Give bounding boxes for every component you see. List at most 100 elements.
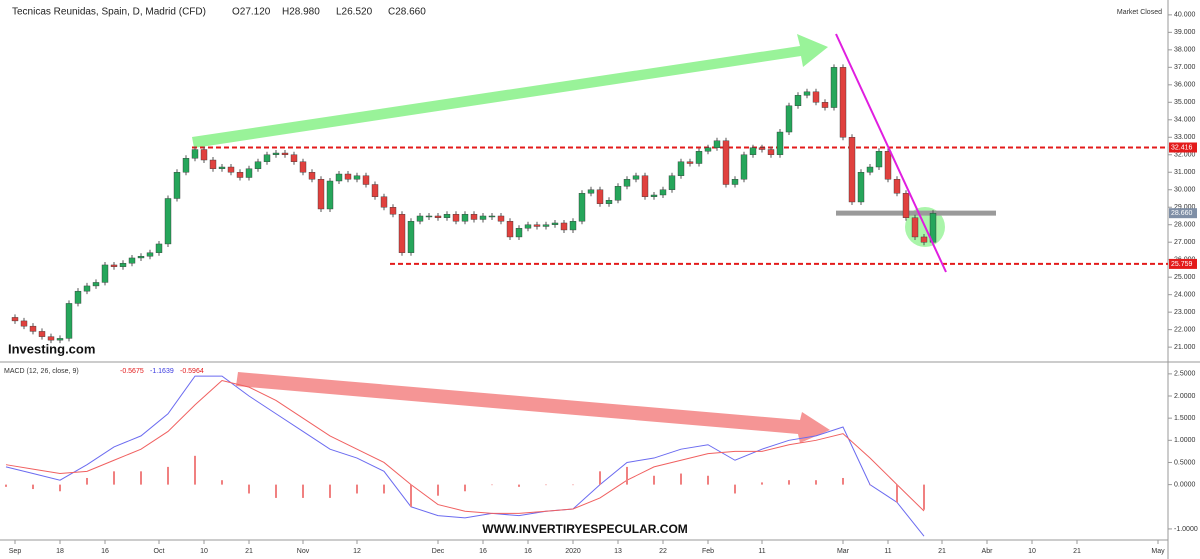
macd-readout: -0.5675 (120, 368, 144, 375)
y-tick-label: 31.000 (1174, 169, 1196, 176)
candle (443, 214, 451, 218)
y-tick-label: 32.000 (1174, 152, 1196, 159)
x-tick-label: 18 (56, 548, 64, 555)
candle (488, 215, 496, 218)
x-tick-label: 16 (479, 548, 487, 555)
level-tag (1169, 258, 1197, 269)
low: L26.520 (336, 7, 373, 18)
x-tick-label: Dec (432, 548, 445, 555)
candle (11, 317, 19, 322)
y-tick-label: 40.000 (1174, 12, 1196, 19)
candle (830, 67, 838, 108)
x-tick-label: 16 (524, 548, 532, 555)
candle (785, 105, 793, 133)
candle (371, 184, 379, 197)
candle (74, 290, 82, 304)
histogram-bar (923, 484, 925, 510)
y-tick-label: 38.000 (1174, 47, 1196, 54)
x-tick-label: 21 (1073, 548, 1081, 555)
candle (686, 161, 694, 164)
candle (560, 222, 568, 231)
y-tick-label: 21.000 (1174, 344, 1196, 351)
candle (884, 151, 892, 180)
y-tick-label: 37.000 (1174, 64, 1196, 71)
histogram-bar (437, 484, 439, 496)
histogram-bar (167, 466, 169, 485)
histogram-bar (32, 484, 34, 490)
candle (425, 215, 433, 218)
x-tick-label: 21 (938, 548, 946, 555)
y-tick-label: 22.000 (1174, 326, 1196, 333)
candle (812, 91, 820, 103)
candle (587, 189, 595, 194)
x-tick-label: 12 (353, 548, 361, 555)
histogram-bar (734, 484, 736, 494)
candle (281, 152, 289, 155)
histogram-bar (5, 484, 7, 487)
candle (875, 151, 883, 168)
y-tick-label: 0.0000 (1174, 481, 1196, 488)
candle (389, 207, 397, 215)
candle (218, 166, 226, 169)
histogram-bar (302, 484, 304, 498)
histogram-bar (842, 477, 844, 485)
y-tick-label: 2.5000 (1174, 371, 1196, 378)
candle (893, 179, 901, 194)
x-tick-label: 13 (614, 548, 622, 555)
y-tick-label: 24.000 (1174, 292, 1196, 299)
candle (272, 152, 280, 155)
candle (20, 320, 28, 327)
histogram-bar (896, 484, 898, 503)
candle (794, 95, 802, 107)
x-tick-label: Oct (154, 548, 165, 555)
candle (38, 331, 46, 337)
x-tick-label: 16 (101, 548, 109, 555)
x-tick-label: Mar (837, 548, 850, 555)
y-tick-label: 27.000 (1174, 239, 1196, 246)
candle (515, 228, 523, 238)
histogram-bar (680, 473, 682, 485)
histogram-bar (464, 484, 466, 492)
x-tick-label: 11 (884, 548, 891, 555)
histogram-bar (788, 480, 790, 485)
macd-readout: -0.5964 (180, 368, 204, 375)
histogram-bar (275, 484, 277, 498)
histogram-bar (248, 484, 250, 494)
candle (677, 161, 685, 176)
candle (209, 159, 217, 169)
candle (704, 147, 712, 152)
candle (83, 285, 91, 292)
candle (173, 172, 181, 199)
candle (335, 173, 343, 182)
instrument-title: Tecnicas Reunidas, Spain, D, Madrid (CFD… (12, 7, 206, 18)
candle (353, 175, 361, 180)
candle (902, 193, 910, 218)
candle (479, 215, 487, 220)
y-tick-label: 33.000 (1174, 134, 1196, 141)
candle (263, 154, 271, 162)
histogram-bar (626, 466, 628, 485)
x-tick-label: Nov (297, 548, 310, 555)
candle (317, 179, 325, 210)
candle (182, 158, 190, 173)
histogram-bar (815, 480, 817, 485)
red-arrow (236, 372, 830, 443)
candle (569, 221, 577, 231)
histogram-bar (194, 455, 196, 485)
histogram-bar (653, 475, 655, 485)
plot: 21.00022.00023.00024.00025.00026.00027.0… (5, 12, 1198, 555)
macd-readout: -1.1639 (150, 368, 174, 375)
histogram-bar (491, 484, 493, 486)
y-tick-label: 29.000 (1174, 204, 1196, 211)
candle (191, 149, 199, 159)
candle (911, 217, 919, 238)
candle (605, 200, 613, 204)
candle (632, 175, 640, 180)
y-tick-label: 1.5000 (1174, 415, 1196, 422)
histogram-bar (59, 484, 61, 492)
level-label: 28.660 (1171, 210, 1193, 217)
candle (857, 172, 865, 203)
candle (407, 221, 415, 253)
